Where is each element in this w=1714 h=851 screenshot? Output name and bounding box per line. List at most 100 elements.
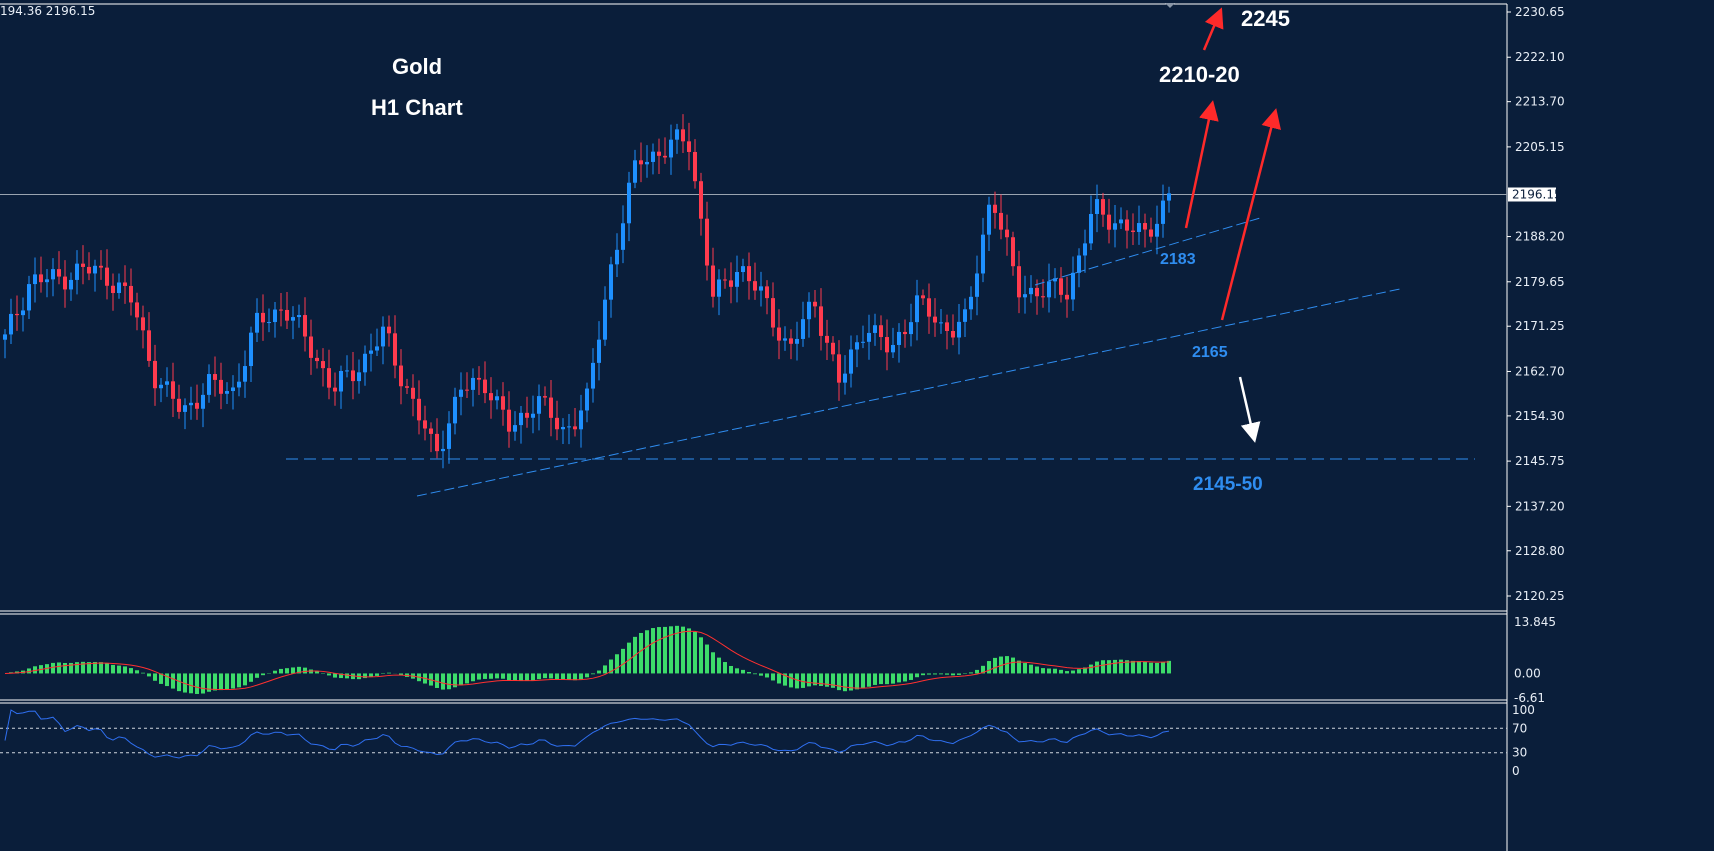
macd-histogram-bar [123,666,127,674]
macd-histogram-bar [183,673,187,693]
bear-candle [153,360,157,389]
bull-candle [201,394,205,409]
macd-histogram-bar [495,673,499,679]
macd-histogram-bar [981,665,985,674]
macd-tick-label: 13.845 [1514,615,1556,629]
macd-histogram-bar [705,644,709,674]
macd-histogram-bar [273,670,277,674]
macd-histogram-bar [669,626,673,674]
macd-histogram-bar [687,628,691,674]
bull-candle [645,161,649,165]
bull-candle [957,321,961,338]
bear-candle [1107,214,1111,230]
macd-histogram-bar [447,673,451,690]
macd-histogram-bar [1137,661,1141,674]
macd-histogram-bar [1083,667,1087,674]
bull-candle [1113,223,1117,230]
bull-candle [585,388,589,411]
macd-histogram-bar [675,625,679,674]
macd-histogram-bar [1065,671,1069,674]
bull-candle [27,284,31,311]
macd-histogram-bar [471,673,475,682]
current-price-label: 2196.15 [1512,188,1562,202]
macd-histogram-bar [639,632,643,674]
macd-histogram-bar [1155,662,1159,674]
bear-candle [1143,223,1147,230]
bull-candle [1023,294,1027,298]
bear-candle [147,330,151,361]
macd-histogram-bar [1029,664,1033,674]
bear-candle [351,370,355,382]
macd-histogram-bar [207,673,211,692]
macd-histogram-bar [915,673,919,678]
bear-candle [507,409,511,432]
bear-candle [135,302,139,318]
chart-subtitle: H1 Chart [371,95,463,120]
macd-histogram-bar [1059,669,1063,674]
bull-candle [231,387,235,392]
macd-histogram-bar [939,673,943,675]
bull-candle [441,448,445,452]
bull-candle [807,301,811,320]
bull-candle [783,338,787,341]
price-tick-label: 2179.65 [1515,275,1565,289]
bear-candle [483,379,487,394]
macd-histogram-bar [201,673,205,694]
macd-histogram-bar [219,673,223,691]
macd-histogram-bar [1149,662,1153,674]
bear-candle [39,274,43,283]
macd-histogram-bar [459,673,463,686]
bear-candle [435,433,439,452]
bear-candle [1065,294,1069,300]
macd-histogram-bar [33,666,37,674]
bear-candle [99,265,103,268]
bear-candle [429,428,433,434]
rising-trendline-lower [416,288,1401,497]
macd-histogram-bar [969,672,973,674]
macd-histogram-bar [897,673,901,683]
bear-candle [261,312,265,323]
macd-histogram-bar [387,672,391,674]
macd-histogram-bar [375,673,379,676]
bull-candle [267,322,271,324]
bullish-arrow-icon [1184,100,1219,229]
bull-candle [633,160,637,183]
macd-histogram-bar [111,664,115,674]
macd-histogram-bar [975,669,979,674]
macd-histogram-bar [69,662,73,674]
macd-histogram-bar [807,673,811,687]
bear-candle [465,389,469,391]
bull-candle [45,279,49,283]
target-mid-label: 2210-20 [1159,62,1240,87]
macd-histogram-bar [249,673,253,682]
bear-candle [705,218,709,266]
macd-histogram-bar [921,673,925,676]
bear-candle [1059,278,1063,295]
macd-tick-label: 0.00 [1514,666,1541,680]
bear-candle [945,322,949,332]
macd-histogram-bar [699,637,703,674]
bull-candle [33,274,37,285]
bear-candle [177,398,181,412]
macd-histogram-bar [1131,660,1135,674]
macd-histogram-bar [519,673,523,681]
price-tick-label: 2230.65 [1515,5,1565,19]
macd-histogram-bar [291,667,295,674]
bull-candle [1053,278,1057,282]
bear-candle [105,267,109,286]
macd-histogram-bar [693,631,697,674]
macd-histogram-bar [945,673,949,675]
bear-candle [753,281,757,291]
macd-histogram-bar [231,673,235,689]
macd-histogram-bar [879,673,883,685]
macd-histogram-bar [399,673,403,676]
macd-histogram-bar [243,673,247,686]
bull-candle [987,204,991,235]
bear-candle [729,280,733,287]
bear-candle [723,279,727,281]
macd-histogram-bar [621,648,625,674]
bull-candle [1083,243,1087,256]
macd-histogram-bar [729,665,733,674]
macd-histogram-bar [861,673,865,689]
